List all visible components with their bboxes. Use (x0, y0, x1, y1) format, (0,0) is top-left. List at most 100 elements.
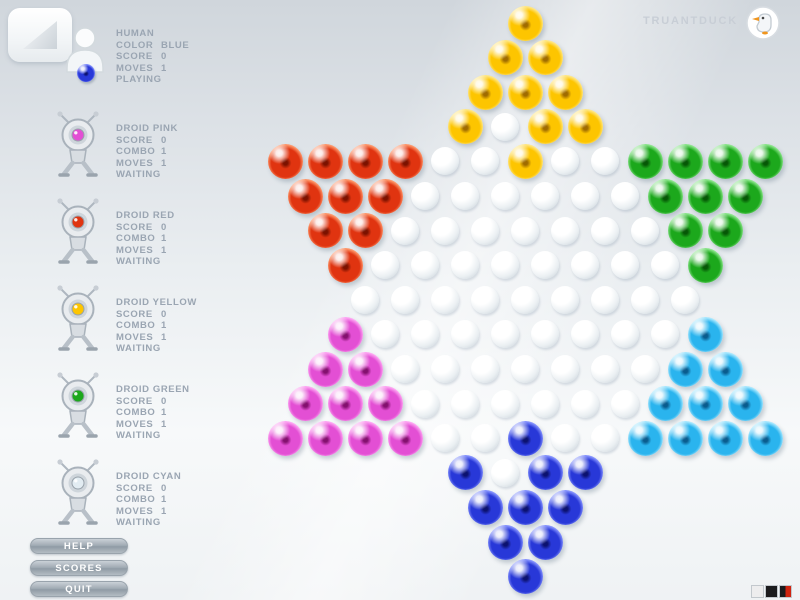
board-hole[interactable] (371, 320, 399, 349)
marble-yellow[interactable] (567, 109, 603, 145)
marble-blue[interactable] (487, 524, 523, 560)
board-hole[interactable] (591, 424, 619, 453)
board-hole[interactable] (531, 389, 559, 418)
marble-cyan[interactable] (687, 316, 723, 352)
board-hole[interactable] (551, 424, 579, 453)
board-hole[interactable] (511, 355, 539, 383)
board-hole[interactable] (411, 320, 439, 349)
board-hole[interactable] (491, 389, 519, 418)
board-hole[interactable] (491, 182, 519, 210)
board-hole[interactable] (651, 320, 679, 349)
board-hole[interactable] (431, 216, 459, 245)
marble-magenta[interactable] (327, 316, 363, 352)
board-hole[interactable] (491, 320, 519, 349)
marble-magenta[interactable] (267, 420, 303, 456)
board-hole[interactable] (591, 147, 619, 176)
board-hole[interactable] (491, 251, 519, 280)
marble-cyan[interactable] (627, 420, 663, 456)
board-hole[interactable] (591, 355, 619, 383)
marble-green[interactable] (687, 247, 723, 283)
marble-yellow[interactable] (467, 74, 503, 110)
board-hole[interactable] (551, 147, 579, 176)
board-hole[interactable] (451, 251, 479, 280)
help-button[interactable]: HELP (30, 538, 128, 554)
marble-green[interactable] (667, 143, 703, 179)
board-hole[interactable] (431, 424, 459, 453)
marble-blue[interactable] (567, 455, 603, 491)
marble-red[interactable] (327, 178, 363, 214)
board-hole[interactable] (611, 320, 639, 349)
marble-magenta[interactable] (307, 420, 343, 456)
marble-magenta[interactable] (387, 420, 423, 456)
marble-green[interactable] (727, 178, 763, 214)
board-hole[interactable] (651, 251, 679, 280)
board-hole[interactable] (451, 182, 479, 210)
board-hole[interactable] (631, 285, 659, 314)
board-hole[interactable] (411, 182, 439, 210)
marble-yellow[interactable] (507, 143, 543, 179)
marble-yellow[interactable] (507, 5, 543, 41)
marble-cyan[interactable] (687, 386, 723, 422)
board-hole[interactable] (451, 320, 479, 349)
duck-logo-icon[interactable] (746, 6, 780, 40)
marble-magenta[interactable] (367, 386, 403, 422)
back-button[interactable] (8, 8, 72, 62)
marble-red[interactable] (267, 143, 303, 179)
board-hole[interactable] (351, 285, 379, 314)
marble-yellow[interactable] (527, 40, 563, 76)
marble-yellow[interactable] (527, 109, 563, 145)
board-hole[interactable] (571, 251, 599, 280)
board-hole[interactable] (391, 216, 419, 245)
board-hole[interactable] (511, 216, 539, 245)
board-hole[interactable] (411, 251, 439, 280)
marble-cyan[interactable] (707, 420, 743, 456)
marble-red[interactable] (347, 143, 383, 179)
board-hole[interactable] (531, 182, 559, 210)
marble-magenta[interactable] (347, 420, 383, 456)
marble-yellow[interactable] (487, 40, 523, 76)
board-hole[interactable] (571, 320, 599, 349)
board-hole[interactable] (431, 355, 459, 383)
marble-yellow[interactable] (507, 74, 543, 110)
board-hole[interactable] (431, 285, 459, 314)
marble-magenta[interactable] (287, 386, 323, 422)
swatch-2[interactable] (766, 586, 777, 597)
swatch-3[interactable] (780, 586, 791, 597)
marble-magenta[interactable] (307, 351, 343, 387)
board-hole[interactable] (671, 285, 699, 314)
board-hole[interactable] (571, 182, 599, 210)
marble-green[interactable] (687, 178, 723, 214)
board-hole[interactable] (551, 355, 579, 383)
board-hole[interactable] (391, 285, 419, 314)
marble-cyan[interactable] (667, 351, 703, 387)
marble-green[interactable] (647, 178, 683, 214)
marble-blue[interactable] (507, 420, 543, 456)
board-hole[interactable] (631, 216, 659, 245)
board-hole[interactable] (431, 147, 459, 176)
board-hole[interactable] (511, 285, 539, 314)
marble-blue[interactable] (527, 455, 563, 491)
marble-blue[interactable] (527, 524, 563, 560)
marble-green[interactable] (747, 143, 783, 179)
board-hole[interactable] (371, 251, 399, 280)
board-hole[interactable] (411, 389, 439, 418)
marble-cyan[interactable] (707, 351, 743, 387)
marble-red[interactable] (287, 178, 323, 214)
board-hole[interactable] (491, 458, 519, 487)
marble-cyan[interactable] (647, 386, 683, 422)
board-hole[interactable] (611, 389, 639, 418)
marble-cyan[interactable] (727, 386, 763, 422)
marble-magenta[interactable] (327, 386, 363, 422)
board-hole[interactable] (471, 285, 499, 314)
board-hole[interactable] (631, 355, 659, 383)
marble-green[interactable] (667, 213, 703, 249)
board-hole[interactable] (611, 251, 639, 280)
board-hole[interactable] (551, 216, 579, 245)
board-hole[interactable] (471, 216, 499, 245)
scores-button[interactable]: SCORES (30, 559, 128, 576)
board-hole[interactable] (451, 389, 479, 418)
marble-blue[interactable] (467, 489, 503, 525)
marble-red[interactable] (347, 213, 383, 249)
marble-red[interactable] (387, 143, 423, 179)
board-hole[interactable] (471, 355, 499, 383)
